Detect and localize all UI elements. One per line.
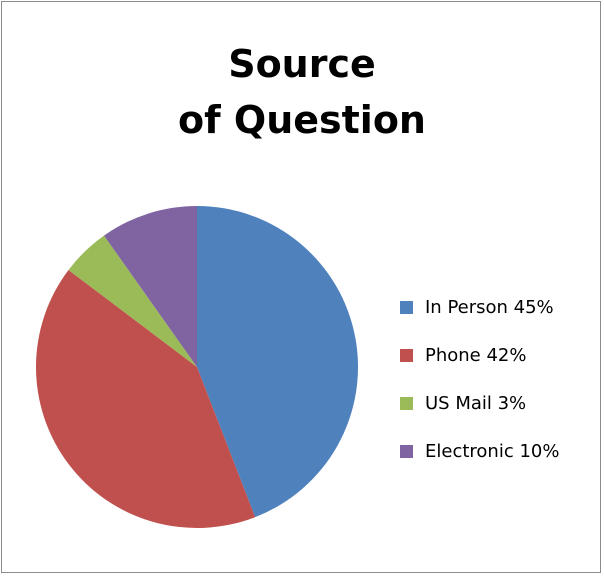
legend-swatch (400, 444, 413, 458)
chart-title-line-2: of Question (178, 98, 426, 142)
legend-swatch (400, 348, 413, 362)
pie-slice-us-mail (68, 235, 198, 367)
chart-title: Source of Question (0, 36, 604, 148)
legend-item-phone: Phone 42% (400, 331, 559, 379)
legend-swatch (400, 396, 413, 410)
legend: In Person 45% Phone 42% US Mail 3% Elect… (400, 283, 559, 475)
legend-label-phone: Phone 42% (425, 344, 527, 366)
legend-item-us-mail: US Mail 3% (400, 379, 559, 427)
legend-label-electronic: Electronic 10% (425, 440, 560, 462)
legend-swatch (400, 300, 413, 314)
legend-label-us-mail: US Mail 3% (425, 392, 527, 414)
pie-slice-phone (36, 269, 256, 529)
legend-item-in-person: In Person 45% (400, 283, 559, 331)
legend-item-electronic: Electronic 10% (400, 427, 559, 475)
pie-slice-electronic (103, 206, 197, 367)
legend-label-in-person: In Person 45% (425, 296, 554, 318)
chart-title-line-1: Source (228, 42, 376, 86)
pie-slice-in-person (197, 205, 359, 518)
